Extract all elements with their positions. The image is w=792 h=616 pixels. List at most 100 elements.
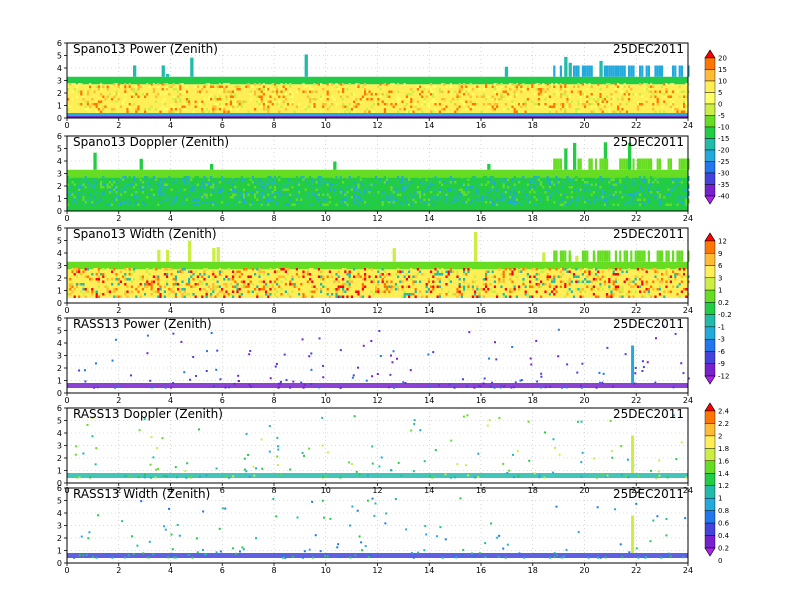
cell [249, 98, 252, 101]
cell [590, 85, 593, 88]
cell [304, 178, 307, 181]
point [296, 516, 299, 519]
point [627, 476, 630, 479]
colorbar-label: 0 [718, 101, 722, 109]
cell [610, 93, 613, 96]
cell [575, 295, 578, 298]
cell [245, 285, 248, 288]
cell [500, 285, 503, 288]
cell [667, 268, 670, 271]
cell [320, 85, 323, 88]
cell [663, 186, 666, 189]
cell [245, 196, 248, 199]
x-tick-label: 14 [424, 486, 434, 495]
cell [520, 110, 523, 113]
point [379, 354, 382, 357]
cell [161, 88, 164, 91]
cell [456, 93, 459, 96]
point [289, 468, 292, 471]
cell [276, 90, 279, 93]
cell [284, 88, 287, 91]
cell [188, 181, 191, 184]
point [473, 386, 476, 389]
y-tick-label: 6 [57, 224, 62, 233]
cell [588, 83, 591, 86]
point [579, 384, 582, 387]
point [576, 420, 579, 423]
cell [322, 285, 325, 288]
cell [163, 198, 166, 201]
cell [289, 290, 292, 293]
cell [326, 288, 329, 291]
cell [639, 158, 642, 170]
cell [69, 98, 72, 101]
point [237, 374, 240, 377]
cell [553, 278, 556, 281]
cell [320, 280, 323, 283]
cell [555, 285, 558, 288]
cell [647, 65, 650, 77]
cell [619, 110, 622, 113]
cell [148, 93, 151, 96]
cell [562, 203, 565, 206]
point [143, 476, 146, 479]
cell [674, 196, 677, 199]
cell [410, 196, 413, 199]
cell [163, 193, 166, 196]
cell [223, 90, 226, 93]
cell [207, 110, 210, 113]
point [536, 380, 539, 383]
cell [91, 201, 94, 204]
cell [146, 268, 149, 271]
cell [586, 93, 589, 96]
point [221, 507, 224, 510]
cell [192, 110, 195, 113]
cell [113, 203, 116, 206]
cell [100, 110, 103, 113]
cell [304, 85, 307, 88]
cell [511, 100, 514, 103]
cell [372, 293, 375, 296]
cell [293, 98, 296, 101]
cell [628, 85, 631, 88]
cell [240, 178, 243, 181]
cell [623, 105, 626, 108]
cell [562, 280, 565, 283]
cell [205, 181, 208, 184]
cell [377, 93, 380, 96]
cell [126, 203, 129, 206]
cell [436, 100, 439, 103]
point [152, 456, 155, 459]
cell [280, 198, 283, 201]
cell [597, 100, 600, 103]
cell [430, 93, 433, 96]
point [523, 556, 526, 559]
cell [601, 203, 604, 206]
cell [124, 275, 127, 278]
cell [322, 186, 325, 189]
cell [344, 290, 347, 293]
cell [210, 98, 213, 101]
colorbar-segment [704, 126, 716, 139]
point [684, 517, 687, 520]
cell [179, 110, 182, 113]
x-tick-label: 6 [220, 566, 225, 575]
spike [166, 73, 170, 77]
cell [434, 273, 437, 276]
cell [599, 108, 602, 111]
colorbar-label: 1.8 [718, 445, 729, 453]
cell [311, 191, 314, 194]
cell [172, 203, 175, 206]
cell [467, 183, 470, 186]
colorbar-label: 15 [718, 66, 727, 74]
cell [238, 85, 241, 88]
cell [555, 110, 558, 113]
cell [300, 283, 303, 286]
cell [108, 93, 111, 96]
cell [346, 285, 349, 288]
cell [339, 95, 342, 98]
cell [647, 158, 650, 170]
cell [229, 186, 232, 189]
cell [408, 90, 411, 93]
point [638, 474, 641, 477]
